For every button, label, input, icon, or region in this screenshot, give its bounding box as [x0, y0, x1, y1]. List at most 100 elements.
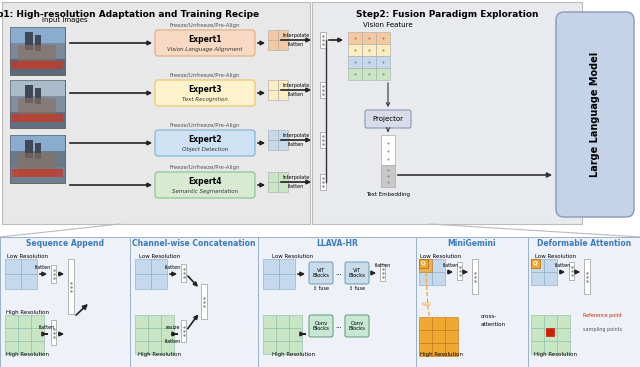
Bar — [419, 317, 432, 330]
Bar — [5, 259, 21, 274]
FancyBboxPatch shape — [155, 130, 255, 156]
Bar — [161, 328, 174, 341]
Bar — [289, 315, 302, 328]
Bar — [557, 315, 570, 328]
Text: ↕ fuse: ↕ fuse — [313, 286, 329, 291]
Bar — [148, 341, 161, 354]
Bar — [362, 32, 376, 44]
Bar — [5, 315, 18, 328]
Bar — [135, 341, 148, 354]
Bar — [445, 343, 458, 356]
Text: Deformable Attention: Deformable Attention — [537, 240, 631, 248]
Text: flatten: flatten — [288, 41, 304, 47]
Text: sampling points: sampling points — [583, 327, 622, 331]
Bar — [380, 264, 385, 281]
Text: attention: attention — [481, 321, 506, 327]
Text: ↕ fuse: ↕ fuse — [349, 286, 365, 291]
Bar — [544, 272, 557, 285]
Bar — [362, 68, 376, 80]
Text: flatten: flatten — [288, 142, 304, 146]
Bar — [528, 237, 640, 367]
Text: Text Embedding: Text Embedding — [366, 192, 410, 197]
Bar — [472, 259, 478, 294]
FancyBboxPatch shape — [309, 315, 333, 337]
Text: Low Resolution: Low Resolution — [273, 254, 314, 259]
Text: flatten: flatten — [165, 339, 181, 344]
Text: flatten: flatten — [288, 91, 304, 97]
Bar — [5, 341, 18, 354]
Bar — [10, 151, 65, 167]
Bar — [268, 172, 278, 182]
Text: ViT
Blocks: ViT Blocks — [349, 268, 365, 279]
Bar — [181, 320, 186, 342]
Text: MiniGemini: MiniGemini — [448, 240, 496, 248]
Bar — [348, 32, 362, 44]
Bar — [557, 328, 570, 341]
Text: High Resolution: High Resolution — [6, 310, 49, 315]
Bar — [130, 237, 258, 367]
Bar — [432, 343, 445, 356]
Bar — [10, 135, 65, 151]
Bar — [161, 341, 174, 354]
Bar — [25, 140, 33, 158]
Bar — [12, 114, 63, 122]
Text: Conv
Blocks: Conv Blocks — [349, 321, 365, 331]
Bar — [362, 56, 376, 68]
Text: High Resolution: High Resolution — [271, 352, 314, 357]
Bar — [362, 44, 376, 56]
Bar — [544, 315, 557, 328]
Text: High Resolution: High Resolution — [534, 352, 577, 357]
Bar — [312, 2, 582, 224]
Bar — [320, 32, 326, 48]
Text: flatten: flatten — [35, 265, 51, 270]
Bar — [10, 43, 65, 59]
Text: Q: Q — [532, 261, 538, 265]
Text: ViT
Blocks: ViT Blocks — [312, 268, 330, 279]
Bar — [10, 80, 65, 96]
Bar — [12, 61, 63, 69]
Bar — [531, 259, 544, 272]
Bar — [12, 169, 63, 177]
Bar — [5, 328, 18, 341]
Bar — [35, 143, 41, 159]
Text: Low Resolution: Low Resolution — [140, 254, 180, 259]
Text: Step2: Fusion Paradigm Exploration: Step2: Fusion Paradigm Exploration — [356, 10, 538, 19]
Bar — [416, 237, 528, 367]
Bar — [25, 85, 33, 103]
Bar — [151, 259, 167, 274]
Bar — [10, 59, 65, 75]
Bar — [546, 328, 554, 336]
Bar — [10, 96, 65, 112]
Bar — [445, 330, 458, 343]
Bar — [320, 82, 326, 98]
Bar — [278, 130, 288, 140]
FancyBboxPatch shape — [345, 262, 369, 284]
Bar — [0, 237, 130, 367]
Bar — [10, 27, 65, 75]
Bar — [557, 341, 570, 354]
Bar — [10, 112, 65, 128]
Bar — [31, 341, 44, 354]
Text: flatten: flatten — [165, 265, 181, 270]
Bar — [201, 284, 207, 319]
Bar — [376, 32, 390, 44]
Bar — [35, 35, 41, 51]
Text: Expert2: Expert2 — [188, 134, 221, 143]
Bar — [268, 90, 278, 100]
Bar — [278, 140, 288, 150]
Bar — [531, 341, 544, 354]
Bar — [263, 315, 276, 328]
Text: Low Resolution: Low Resolution — [8, 254, 49, 259]
Bar — [544, 341, 557, 354]
Bar — [258, 237, 416, 367]
Bar — [31, 328, 44, 341]
Bar — [278, 182, 288, 192]
Bar — [531, 259, 540, 268]
Bar — [10, 80, 65, 128]
Bar — [2, 2, 310, 224]
Bar — [569, 262, 574, 280]
Bar — [432, 317, 445, 330]
Bar — [268, 182, 278, 192]
Bar — [278, 172, 288, 182]
Text: Expert3: Expert3 — [188, 84, 221, 94]
